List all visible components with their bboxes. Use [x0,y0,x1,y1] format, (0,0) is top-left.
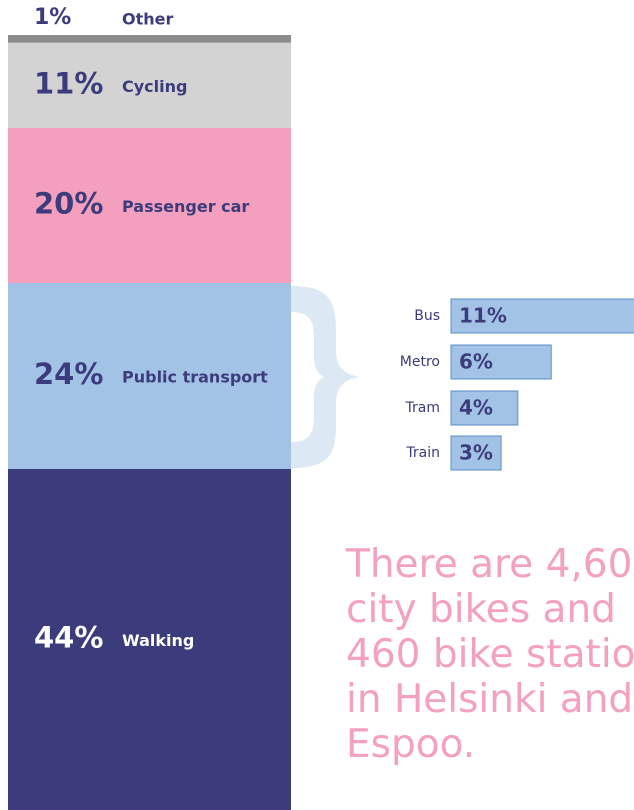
bar-value-label: 11% [459,304,507,328]
segment-name: Cycling [122,77,187,96]
category-label: Train [405,445,440,461]
annotation-line: Espoo. [346,722,475,767]
bar-value-label: 4% [459,396,493,420]
annotation-line: in Helsinki and [346,677,633,722]
stack-segment [8,469,291,810]
stack-segment [8,128,291,283]
brace [291,286,360,468]
stack-segment [8,283,291,469]
segment-value-label: 11% [34,66,103,100]
bar [450,435,502,471]
segment-value-label: 20% [34,187,103,221]
stack-segment [8,42,291,128]
bar-value-label: 3% [459,441,493,465]
segment-name: Walking [122,631,194,650]
segment-value-label: 24% [34,357,103,391]
segment-value-label: 44% [34,621,103,655]
annotation-line: There are 4,600 [345,542,634,587]
bar [450,298,634,334]
category-label: Metro [400,354,440,370]
bar [450,344,552,380]
annotation-line: city bikes and [346,587,616,632]
category-label: Bus [414,308,440,324]
segment-value-label: 1% [34,5,71,30]
annotation-line: 460 bike stations [346,632,634,677]
bar-value-label: 6% [459,350,493,374]
category-label: Tram [405,400,440,416]
segment-name: Other [122,10,173,29]
stack-segment [8,35,291,43]
segment-name: Public transport [122,368,268,387]
bar [450,390,519,426]
segment-name: Passenger car [122,197,249,216]
